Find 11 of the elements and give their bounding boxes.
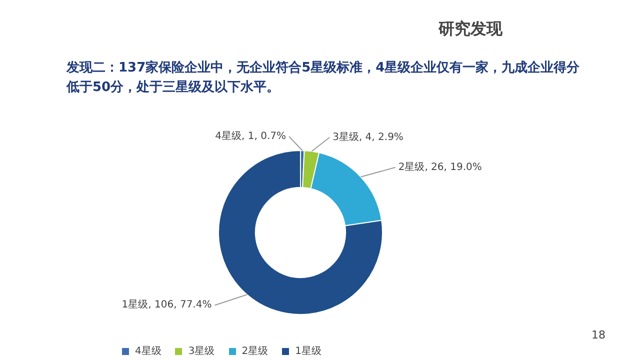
data-label: 3星级, 4, 2.9% (332, 130, 404, 143)
data-label: 4星级, 1, 0.7% (215, 130, 286, 142)
chart-title: 研究发现 (438, 19, 504, 38)
text: 18 (592, 328, 606, 342)
data-label: 1星级, 106, 77.4% (122, 298, 212, 311)
chart-subtitle: 发现二：137家保险企业中，无企业符合5星级标准，4星级企业仅有一家，九成企业得分低于50分，处于三星级及以下水平。 (66, 60, 581, 95)
legend-label: 4星级 (135, 345, 162, 358)
legend-label: 1星级 (295, 345, 322, 358)
legend-label: 3星级 (188, 345, 215, 358)
legend-label: 2星级 (242, 345, 268, 358)
data-label: 2星级, 26, 19.0% (398, 160, 482, 173)
